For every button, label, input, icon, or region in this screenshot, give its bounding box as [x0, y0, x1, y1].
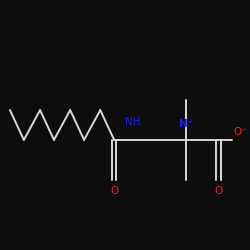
Text: O: O	[110, 186, 118, 196]
Text: N⁺: N⁺	[179, 119, 193, 129]
Text: O⁻: O⁻	[234, 128, 247, 138]
Text: O: O	[214, 186, 222, 196]
Text: NH: NH	[125, 118, 140, 128]
